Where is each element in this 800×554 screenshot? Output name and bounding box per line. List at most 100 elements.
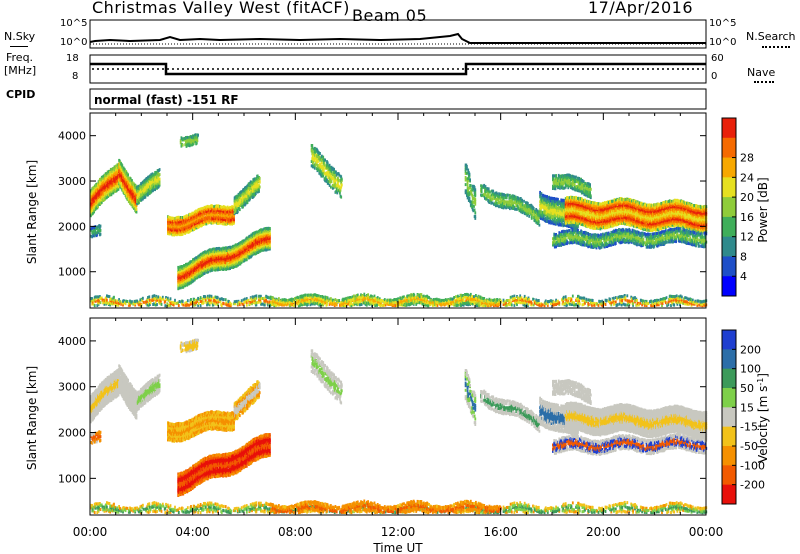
echo-cell xyxy=(138,194,140,198)
echo-cell xyxy=(177,223,180,226)
echo-cell xyxy=(149,187,152,191)
echo-cell xyxy=(244,198,247,202)
echo-cell xyxy=(176,233,178,237)
echo-cell xyxy=(216,216,219,220)
echo-cell xyxy=(127,194,129,198)
echo-cell xyxy=(532,207,535,210)
echo-cell xyxy=(233,213,235,217)
echo-cell xyxy=(92,234,95,238)
noise-tick-left-high: 10^5 xyxy=(60,18,87,29)
echo-cell xyxy=(99,198,102,202)
echo-cell xyxy=(99,228,102,232)
echo-cell xyxy=(217,213,219,217)
echo-cell xyxy=(221,206,224,209)
echo-cell xyxy=(180,274,183,278)
echo-cell xyxy=(104,182,107,186)
echo-cell xyxy=(322,174,325,178)
echo-cell xyxy=(249,197,251,201)
echo-cell xyxy=(173,230,176,234)
echo-cell xyxy=(167,215,170,219)
echo-cell xyxy=(93,227,96,231)
echo-cell xyxy=(181,230,183,234)
power-scatter-layer xyxy=(90,133,708,308)
echo-cell xyxy=(269,239,271,243)
echo-cell xyxy=(131,187,134,190)
echo-cell xyxy=(190,275,193,279)
echo-cell xyxy=(173,222,176,226)
date-title: 17/Apr/2016 xyxy=(588,0,693,17)
echo-cell xyxy=(321,161,323,165)
echo-cell xyxy=(138,200,140,204)
echo-cell xyxy=(192,279,195,283)
echo-cell xyxy=(196,273,199,277)
echo-cell xyxy=(99,224,102,228)
echo-cell xyxy=(340,177,343,181)
echo-cell xyxy=(258,179,261,183)
freq-panel-frame xyxy=(89,54,707,84)
freq-series-line xyxy=(90,62,706,76)
noise-tick-right-high: 10^5 xyxy=(709,18,736,29)
echo-cell xyxy=(129,183,131,187)
echo-cell xyxy=(181,143,184,147)
freq-tick-left-low: 8 xyxy=(72,71,78,82)
echo-cell xyxy=(195,214,197,218)
echo-cell xyxy=(247,195,249,199)
cpid-value: normal (fast) -151 RF xyxy=(94,93,239,107)
echo-cell xyxy=(219,205,222,209)
echo-cell xyxy=(129,177,132,181)
nsky-label: N.Sky xyxy=(4,30,35,43)
echo-cell xyxy=(177,286,180,290)
echo-cell xyxy=(95,204,98,208)
echo-cell xyxy=(108,178,110,182)
echo-cell xyxy=(233,218,235,222)
echo-cell xyxy=(211,209,214,213)
echo-cell xyxy=(184,284,187,288)
echo-cell xyxy=(474,214,477,218)
echo-cell xyxy=(464,183,467,187)
echo-cell xyxy=(246,201,249,204)
station-title: Christmas Valley West (fitACF) xyxy=(92,0,350,17)
echo-cell xyxy=(249,185,251,189)
echo-cell xyxy=(181,283,183,287)
echo-cell xyxy=(158,181,161,185)
echo-cell xyxy=(174,220,176,224)
echo-cell xyxy=(253,179,256,183)
echo-cell xyxy=(120,181,123,185)
echo-cell xyxy=(228,216,230,220)
echo-cell xyxy=(158,177,161,181)
echo-cell xyxy=(140,193,142,196)
echo-cell xyxy=(523,199,525,203)
echo-cell xyxy=(150,173,153,177)
echo-cell xyxy=(256,174,259,178)
echo-cell xyxy=(233,205,235,209)
echo-cell xyxy=(152,184,155,188)
echo-cell xyxy=(468,196,471,200)
cpid-label: CPID xyxy=(6,88,35,101)
echo-cell xyxy=(134,205,137,209)
freq-tick-right-low: 0 xyxy=(711,71,717,82)
echo-cell xyxy=(187,275,190,279)
cpid-panel-frame xyxy=(89,88,707,110)
echo-cell xyxy=(245,188,248,192)
echo-cell xyxy=(127,173,129,177)
echo-cell xyxy=(469,178,471,182)
echo-cell xyxy=(121,164,124,168)
echo-cell xyxy=(214,208,217,212)
echo-cell xyxy=(106,173,109,176)
freq-tick-right-high: 60 xyxy=(711,53,724,64)
echo-cell xyxy=(537,220,540,224)
echo-cell xyxy=(491,197,494,201)
echo-cell xyxy=(116,163,119,167)
echo-cell xyxy=(158,183,161,187)
echo-cell xyxy=(177,215,180,219)
echo-cell xyxy=(337,178,340,182)
echo-cell xyxy=(122,185,124,189)
echo-cell xyxy=(213,205,215,209)
echo-cell xyxy=(151,172,154,176)
echo-cell xyxy=(198,212,201,216)
echo-cell xyxy=(244,202,247,206)
echo-cell xyxy=(157,175,160,179)
freq-label: Freq. xyxy=(6,51,33,64)
echo-cell xyxy=(324,158,326,162)
echo-cell xyxy=(322,155,325,159)
